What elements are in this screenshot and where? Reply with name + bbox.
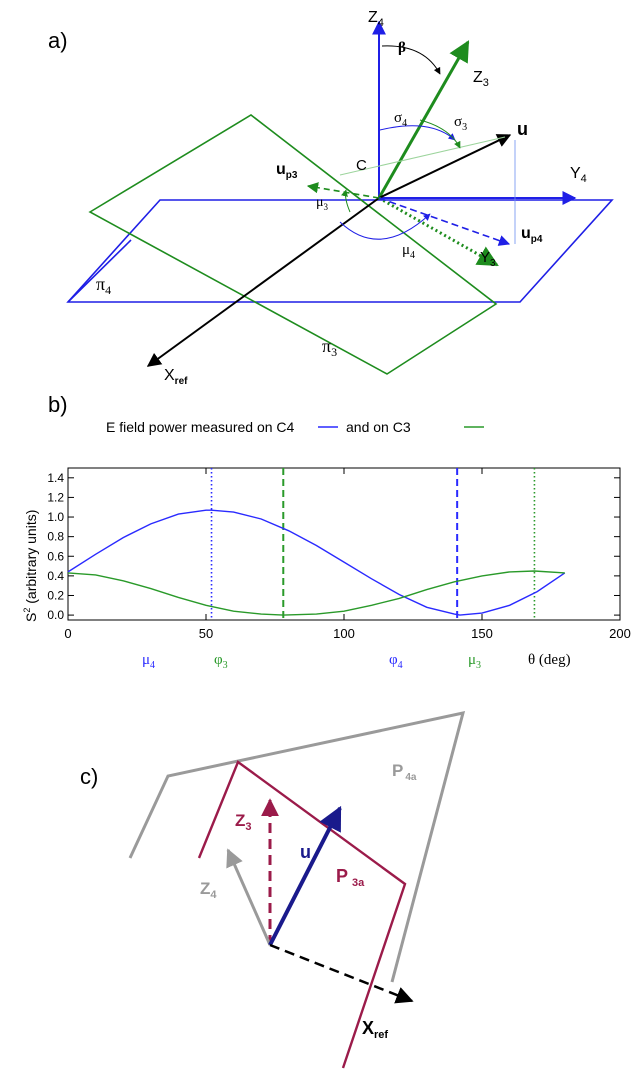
series-line-c4 [67, 509, 566, 616]
y-tick-label: 0.2 [47, 588, 64, 602]
x-tick-label: 0 [64, 626, 71, 641]
marker-label-phi3: φ3 [214, 652, 228, 671]
marker-label-mu3: μ3 [468, 652, 481, 671]
y-tick-label: 0.4 [47, 569, 64, 583]
sigma3-label: σ3 [454, 114, 467, 133]
sigma4-arc [379, 125, 456, 141]
y-tick-label: 0.6 [47, 549, 64, 563]
p3a-label: P 3a [336, 866, 365, 889]
plane-pi4 [66, 199, 614, 303]
u-vector-c [268, 805, 342, 946]
series-line-c3 [67, 570, 565, 616]
marker-label-phi4: φ4 [389, 652, 403, 671]
plane-pi4-edge [67, 239, 132, 303]
y-tick-label: 0.8 [47, 530, 64, 544]
c-label: C [356, 157, 367, 174]
y-axis-label: S2 (arbitrary units) [22, 510, 39, 622]
y4-label: Y4 [570, 165, 587, 185]
mu4-arc [339, 213, 431, 240]
up4-label: up4 [521, 225, 543, 245]
u-vector [378, 134, 512, 199]
mu4-label: μ4 [402, 242, 415, 261]
xref-label-c: Xref [362, 1018, 388, 1041]
panel-b: b) E field power measured on C4 and on C… [22, 392, 631, 671]
plane-p4a [128, 711, 466, 983]
legend-text-c4: E field power measured on C4 [106, 419, 295, 435]
x-tick-label: 200 [609, 626, 631, 641]
up3-label: up3 [276, 161, 298, 181]
plane-pi3 [88, 114, 498, 375]
plot-area: 0.0 0.2 0.4 0.6 0.8 1.0 1.2 1.4 0 50 100 150 200 [47, 467, 631, 641]
sigma4-label: σ4 [394, 110, 407, 129]
xref-axis [146, 197, 380, 367]
z4-label-c: Z4 [200, 879, 217, 901]
y-tick-label: 1.0 [47, 510, 64, 524]
pi4-label: π4 [96, 274, 111, 297]
panel-c-label: c) [80, 764, 98, 789]
z4-label: Z4 [368, 9, 384, 29]
mu3-arc [341, 189, 351, 213]
sigma3-arc [419, 119, 461, 149]
y-tick-label: 0.0 [47, 608, 64, 622]
u-label-c: u [300, 842, 311, 862]
mu3-label: μ3 [316, 195, 329, 212]
panel-a-label: a) [48, 28, 68, 53]
c-projection-line [339, 136, 506, 176]
marker-label-mu4: μ4 [142, 652, 155, 671]
xref-label: Xref [164, 367, 188, 387]
x-axis-label: θ (deg) [528, 652, 571, 668]
z3-axis [377, 40, 470, 199]
xref-vector-c [269, 943, 414, 1004]
z4-vector [226, 848, 272, 946]
panel-a: a) Z4 Z3 [48, 9, 614, 387]
plot-frame [67, 467, 621, 621]
panel-c: c) Z3 Z4 u P 3a P 4a Xref [80, 711, 466, 1069]
y-tick-label: 1.4 [47, 471, 64, 485]
z3-label-c: Z3 [235, 811, 252, 833]
x-tick-label: 50 [199, 626, 213, 641]
plane-p3a [197, 760, 407, 1069]
u-label: u [517, 119, 528, 139]
y-tick-label: 1.2 [47, 490, 64, 504]
beta-arc [381, 45, 441, 75]
beta-label: β [398, 40, 406, 56]
y3-label: Y3 [480, 249, 496, 269]
x-tick-label: 150 [471, 626, 493, 641]
z3-label: Z3 [473, 69, 489, 89]
x-tick-label: 100 [333, 626, 355, 641]
panel-b-label: b) [48, 392, 68, 417]
up4-vector [378, 197, 511, 246]
pi3-label: π3 [322, 336, 337, 359]
p4a-label: P 4a [392, 761, 417, 783]
legend-text-c3: and on C3 [346, 419, 411, 435]
up3-vector [306, 182, 380, 199]
